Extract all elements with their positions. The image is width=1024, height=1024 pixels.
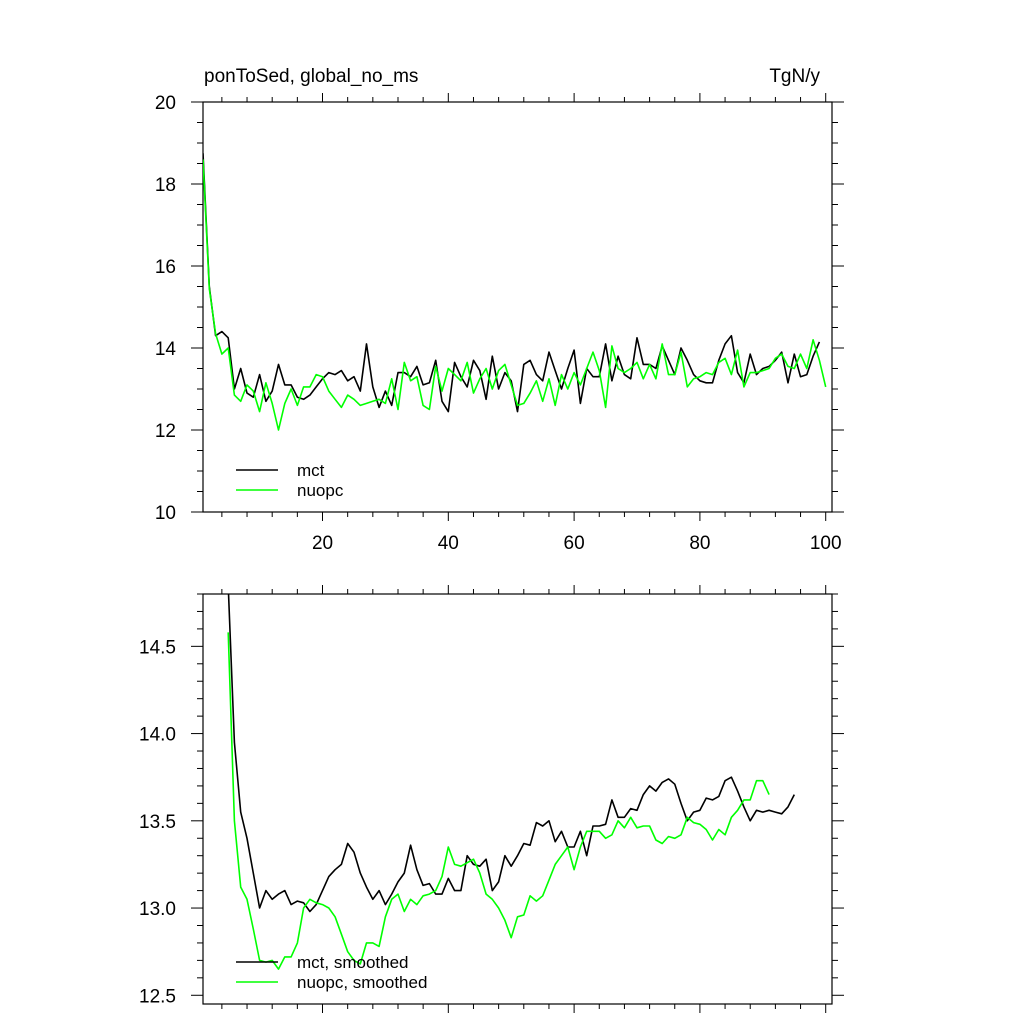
y-tick-label: 10 xyxy=(155,503,176,524)
series-line-mct xyxy=(227,594,796,913)
x-tick-label: 40 xyxy=(438,533,459,554)
y-tick-label: 13.0 xyxy=(139,899,176,920)
y-tick-label: 14 xyxy=(155,339,177,360)
plot-frame xyxy=(202,101,833,513)
x-tick-label: 80 xyxy=(689,533,710,554)
series-line-mct xyxy=(203,153,821,413)
legend-label: mct xyxy=(297,461,325,480)
legend-label: nuopc, smoothed xyxy=(297,973,427,992)
plot-frame xyxy=(202,593,833,1005)
y-tick-label: 18 xyxy=(155,175,176,196)
chart-title: ponToSed, global_no_ms xyxy=(204,66,418,87)
y-tick-label: 14.5 xyxy=(139,637,176,658)
x-tick-label: 100 xyxy=(810,533,842,554)
y-tick-label: 16 xyxy=(155,257,176,278)
y-tick-label: 14.0 xyxy=(139,725,176,746)
units-label: TgN/y xyxy=(769,66,820,87)
x-tick-label: 20 xyxy=(312,533,333,554)
y-tick-label: 12 xyxy=(155,421,176,442)
series-line-nuopc xyxy=(203,159,827,431)
legend-label: nuopc xyxy=(297,481,344,500)
y-tick-label: 20 xyxy=(155,93,176,114)
series-line-nuopc xyxy=(227,632,770,970)
y-tick-label: 12.5 xyxy=(139,986,176,1007)
legend-label: mct, smoothed xyxy=(297,953,409,972)
x-tick-label: 60 xyxy=(564,533,585,554)
bottom-panel: 12.5 13.0 13.5 14.0 14.5 mct, smoothednuopc, … xyxy=(139,585,844,1013)
top-panel: ponToSed, global_no_ms TgN/y 20 40 60 80 100… xyxy=(155,66,844,554)
y-tick-label: 13.5 xyxy=(139,812,176,833)
